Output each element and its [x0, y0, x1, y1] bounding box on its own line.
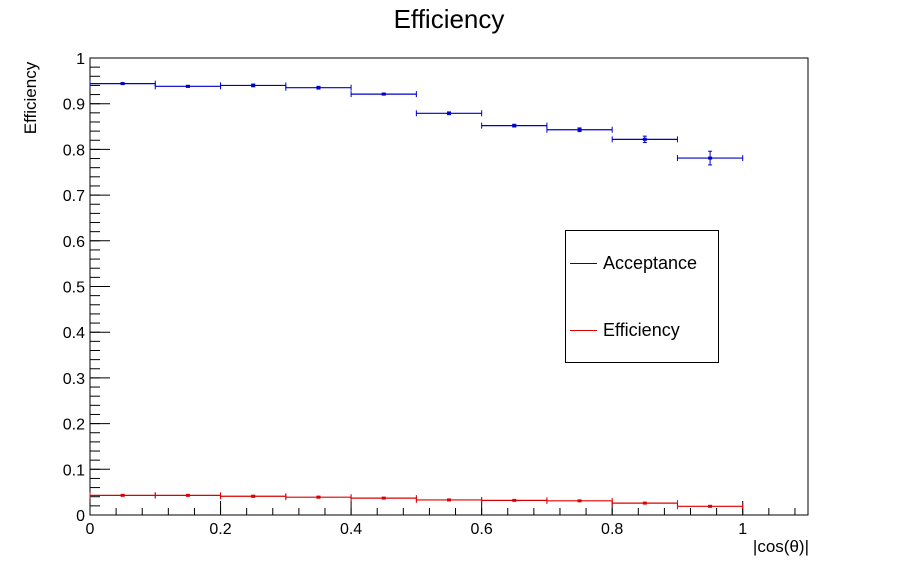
x-tick-label: 0.2 — [209, 521, 231, 538]
data-point-marker — [185, 84, 190, 88]
x-tick-label: 0 — [86, 521, 95, 538]
y-tick-label: 0.9 — [63, 97, 85, 114]
data-point-marker — [381, 92, 386, 96]
data-point-marker — [708, 156, 713, 160]
data-point-marker — [512, 498, 517, 502]
y-tick-label: 0.7 — [63, 188, 85, 205]
y-tick-label: 0 — [76, 508, 85, 525]
y-tick-label: 0.5 — [63, 280, 85, 297]
data-point-marker — [251, 494, 256, 498]
data-point-marker — [447, 111, 451, 115]
data-point-marker — [316, 495, 321, 499]
data-point-marker — [642, 137, 647, 141]
y-tick-label: 1 — [76, 51, 85, 68]
x-axis-label: |cos(θ)| — [752, 537, 809, 556]
y-tick-label: 0.2 — [63, 417, 85, 434]
data-point-marker — [316, 86, 321, 90]
y-tick-label: 0.4 — [63, 325, 85, 342]
legend: Acceptance Efficiency — [565, 230, 719, 363]
y-tick-label: 0.1 — [63, 462, 85, 479]
data-point-marker — [708, 504, 713, 508]
data-point-marker — [120, 82, 125, 86]
data-point-marker — [381, 496, 386, 500]
data-point-marker — [577, 499, 582, 503]
data-point-marker — [577, 128, 582, 132]
legend-label-acceptance: Acceptance — [603, 252, 698, 273]
y-tick-label: 0.3 — [63, 371, 85, 388]
x-tick-label: 0.6 — [471, 521, 493, 538]
x-tick-label: 1 — [738, 521, 747, 538]
y-tick-label: 0.6 — [63, 234, 85, 251]
data-point-marker — [251, 83, 256, 87]
legend-line-acceptance — [570, 262, 597, 264]
data-point-marker — [642, 501, 647, 505]
x-tick-label: 0.4 — [340, 521, 362, 538]
chart-title: Efficiency — [393, 4, 505, 34]
legend-item-efficiency: Efficiency — [566, 318, 680, 342]
data-point-marker — [185, 493, 190, 497]
legend-line-efficiency — [570, 329, 597, 331]
y-tick-label: 0.8 — [63, 142, 85, 159]
legend-item-acceptance: Acceptance — [566, 251, 697, 275]
x-tick-label: 0.8 — [601, 521, 623, 538]
legend-label-efficiency: Efficiency — [603, 319, 680, 340]
data-point-marker — [447, 498, 451, 502]
data-point-marker — [512, 124, 517, 128]
data-point-marker — [120, 493, 125, 497]
